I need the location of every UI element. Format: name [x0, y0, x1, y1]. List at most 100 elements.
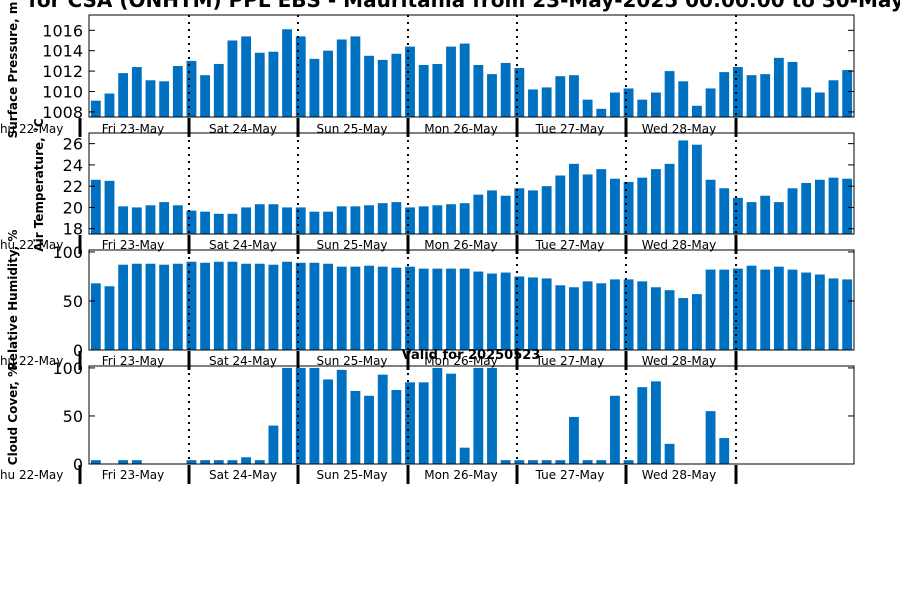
- bar: [596, 460, 607, 464]
- y-tick-label: 22: [63, 177, 83, 196]
- bar: [118, 460, 129, 464]
- panel-4: 0 50 100 Cloud Cover, % Thu 22-May Fri 23-May…: [0, 359, 855, 484]
- bar: [814, 179, 825, 234]
- bar: [282, 29, 292, 118]
- bar: [418, 268, 429, 350]
- day-label: Mon 26-May: [424, 354, 498, 368]
- bar: [254, 52, 265, 117]
- bar: [664, 290, 675, 350]
- bar: [254, 460, 265, 464]
- bar: [651, 381, 661, 464]
- bar: [541, 460, 552, 464]
- y-tick-label: 1012: [42, 62, 83, 81]
- bar: [828, 80, 839, 117]
- bar: [814, 92, 825, 117]
- bar: [459, 203, 470, 234]
- bar: [528, 277, 538, 350]
- bar: [90, 100, 101, 117]
- bar: [241, 36, 252, 117]
- bar: [814, 274, 825, 350]
- bar: [732, 268, 743, 350]
- bar: [596, 169, 607, 234]
- bar: [336, 266, 347, 350]
- y-axis-label: Cloud Cover, %: [6, 365, 20, 465]
- bar: [623, 279, 634, 350]
- bar: [377, 266, 388, 350]
- y-tick-label: 50: [63, 407, 83, 426]
- bar: [569, 75, 579, 117]
- bar: [746, 75, 757, 117]
- bar: [131, 460, 142, 464]
- bar: [377, 203, 388, 234]
- bar: [719, 438, 730, 464]
- bar: [432, 268, 443, 350]
- y-tick-label: 24: [63, 156, 83, 175]
- bar: [350, 266, 361, 350]
- bar: [227, 40, 238, 117]
- bar: [323, 211, 333, 234]
- bar: [405, 266, 415, 350]
- bar: [487, 367, 497, 464]
- bar: [295, 36, 306, 117]
- day-label: Thu 22-May: [0, 122, 63, 136]
- bar: [446, 268, 456, 350]
- day-label: Tue 27-May: [535, 354, 605, 368]
- bar: [309, 262, 320, 350]
- bar: [582, 281, 593, 350]
- bar: [350, 36, 361, 117]
- bar: [104, 180, 115, 234]
- bar: [528, 190, 538, 234]
- bar: [719, 188, 730, 234]
- bar: [104, 286, 115, 350]
- bar: [90, 283, 101, 350]
- day-label: Sun 25-May: [316, 122, 387, 136]
- y-tick-label: 20: [63, 198, 83, 217]
- bar: [610, 178, 620, 234]
- bar: [227, 261, 238, 350]
- bar: [705, 411, 716, 464]
- bar: [773, 266, 784, 350]
- bar: [131, 263, 142, 350]
- bar: [514, 276, 525, 350]
- bar: [582, 174, 593, 234]
- bar: [651, 169, 661, 234]
- bar: [760, 74, 771, 117]
- bar: [391, 390, 402, 464]
- bar: [801, 87, 812, 117]
- day-label: Wed 28-May: [642, 468, 716, 482]
- bar: [705, 269, 716, 350]
- bar: [787, 188, 798, 234]
- y-tick-label: 100: [52, 243, 83, 262]
- bar: [691, 294, 702, 350]
- bar: [732, 197, 743, 234]
- y-tick-label: 50: [63, 292, 83, 311]
- bar: [364, 265, 374, 350]
- bar: [405, 207, 415, 234]
- bar: [432, 63, 443, 117]
- bar: [309, 367, 320, 464]
- bar: [186, 460, 197, 464]
- bar: [664, 443, 675, 464]
- bar: [596, 283, 607, 350]
- day-label: Sat 24-May: [209, 122, 277, 136]
- bar: [473, 271, 484, 350]
- bar: [773, 57, 784, 117]
- day-label: Wed 28-May: [642, 238, 716, 252]
- bar: [432, 367, 443, 464]
- bar: [705, 88, 716, 117]
- bar: [500, 272, 511, 350]
- bar: [500, 62, 511, 117]
- bar: [131, 207, 142, 234]
- day-label: Thu 22-May: [0, 238, 63, 252]
- bar: [336, 39, 347, 118]
- bar: [664, 163, 675, 234]
- bar: [582, 460, 593, 464]
- chart-title: for CSA (ONHTM) PPL EBS - Mauritania fro…: [28, 0, 900, 12]
- bar: [118, 206, 129, 234]
- bar: [582, 99, 593, 117]
- bar: [213, 63, 224, 117]
- bar: [555, 285, 566, 350]
- bar: [268, 51, 279, 117]
